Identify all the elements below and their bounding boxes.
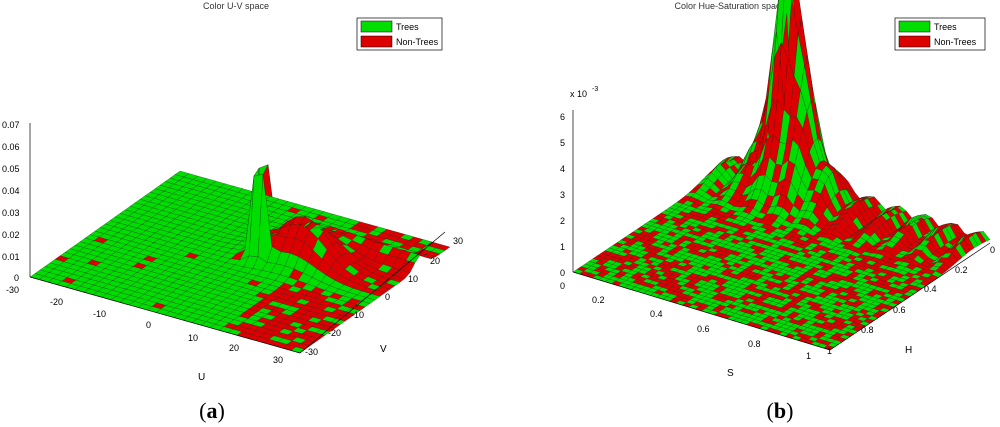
legend: Trees Non-Trees xyxy=(894,17,986,51)
u-tick: -10 xyxy=(93,309,106,319)
h-tick: 0.2 xyxy=(955,265,968,275)
z-tick: 0.07 xyxy=(2,120,20,130)
z-tick: 4 xyxy=(560,164,565,174)
v-axis-ticks: 30 20 10 0 -10 -20 -30 xyxy=(305,236,463,357)
v-axis-line xyxy=(299,231,446,354)
u-tick: -30 xyxy=(6,285,19,295)
u-tick: -20 xyxy=(50,297,63,307)
z-tick: 0.01 xyxy=(2,252,20,262)
u-tick: 20 xyxy=(229,343,239,353)
z-tick: 0 xyxy=(560,268,565,278)
legend-swatch-trees xyxy=(898,20,931,33)
z-tick: 0 xyxy=(14,273,19,283)
z-tick: 2 xyxy=(560,216,565,226)
v-tick: 30 xyxy=(453,236,463,246)
s-tick: 0.2 xyxy=(592,295,605,305)
chart-title: Color Hue-Saturation space xyxy=(674,1,785,11)
u-tick: 30 xyxy=(273,355,283,365)
caption-a: (a) xyxy=(199,398,225,423)
z-tick: 0.05 xyxy=(2,164,20,174)
legend-label-trees: Trees xyxy=(934,22,957,32)
z-multiplier-base: x 10 xyxy=(570,89,587,99)
s-tick: 0.8 xyxy=(748,339,761,349)
legend-label-non-trees: Non-Trees xyxy=(934,37,977,47)
panel-hs: Color Hue-Saturation space Trees Non-Tre… xyxy=(500,0,1000,427)
uv-surface-plot: Color U-V space Trees Non-Trees 0.07 0.0… xyxy=(2,1,463,383)
h-tick: 1 xyxy=(827,346,832,356)
surface-mesh xyxy=(29,164,451,354)
h-tick: 0.4 xyxy=(924,284,937,294)
legend-label-non-trees: Non-Trees xyxy=(396,37,439,47)
z-tick: 0.04 xyxy=(2,186,20,196)
h-tick: 0.6 xyxy=(893,305,906,315)
z-tick: 0.03 xyxy=(2,208,20,218)
s-tick: 0 xyxy=(560,281,565,291)
z-tick: 5 xyxy=(560,138,565,148)
h-axis-line xyxy=(829,242,991,351)
surface-mesh xyxy=(572,0,991,351)
s-axis-line xyxy=(572,271,831,351)
s-axis-label: S xyxy=(727,368,734,379)
u-axis-label: U xyxy=(198,372,205,383)
u-tick: 0 xyxy=(146,320,151,330)
u-tick: 10 xyxy=(188,333,198,343)
v-axis-label: V xyxy=(380,344,387,355)
z-tick: 6 xyxy=(560,112,565,122)
panel-uv: Color U-V space Trees Non-Trees 0.07 0.0… xyxy=(2,1,463,423)
z-tick: 1 xyxy=(560,242,565,252)
u-axis-line xyxy=(29,276,301,354)
h-axis-label: H xyxy=(905,345,912,356)
s-tick: 0.6 xyxy=(697,324,710,334)
legend-swatch-trees xyxy=(360,20,393,33)
h-tick: 0.8 xyxy=(861,325,874,335)
legend-swatch-non-trees xyxy=(898,35,931,48)
v-tick: -20 xyxy=(328,328,341,338)
legend-label-trees: Trees xyxy=(396,22,419,32)
v-tick: 20 xyxy=(430,256,440,266)
h-axis-ticks: 0 0.2 0.4 0.6 0.8 1 xyxy=(827,245,995,356)
chart-title: Color U-V space xyxy=(203,1,269,11)
h-tick: 0 xyxy=(990,245,995,255)
legend-swatch-non-trees xyxy=(360,35,393,48)
z-tick: 3 xyxy=(560,190,565,200)
z-tick: 0.02 xyxy=(2,230,20,240)
v-tick: 0 xyxy=(385,292,390,302)
z-tick: 0.06 xyxy=(2,142,20,152)
s-axis-ticks: 0 0.2 0.4 0.6 0.8 1 xyxy=(560,281,811,361)
z-axis-ticks: 0.07 0.06 0.05 0.04 0.03 0.02 0.01 0 xyxy=(2,120,20,283)
v-tick: -30 xyxy=(305,347,318,357)
v-tick: 10 xyxy=(408,274,418,284)
s-tick: 1 xyxy=(806,351,811,361)
hs-surface-plot: Color Hue-Saturation space Trees Non-Tre… xyxy=(560,0,995,379)
s-tick: 0.4 xyxy=(650,309,663,319)
z-axis-ticks: 6 5 4 3 2 1 0 xyxy=(560,112,565,278)
caption-b: (b) xyxy=(766,398,794,423)
surface-patch xyxy=(420,254,436,259)
z-multiplier: x 10 -3 xyxy=(570,86,598,99)
legend: Trees Non-Trees xyxy=(356,17,443,51)
u-axis-ticks: -30 -20 -10 0 10 20 30 xyxy=(6,285,283,365)
v-tick: -10 xyxy=(351,310,364,320)
z-multiplier-exponent: -3 xyxy=(592,86,598,93)
